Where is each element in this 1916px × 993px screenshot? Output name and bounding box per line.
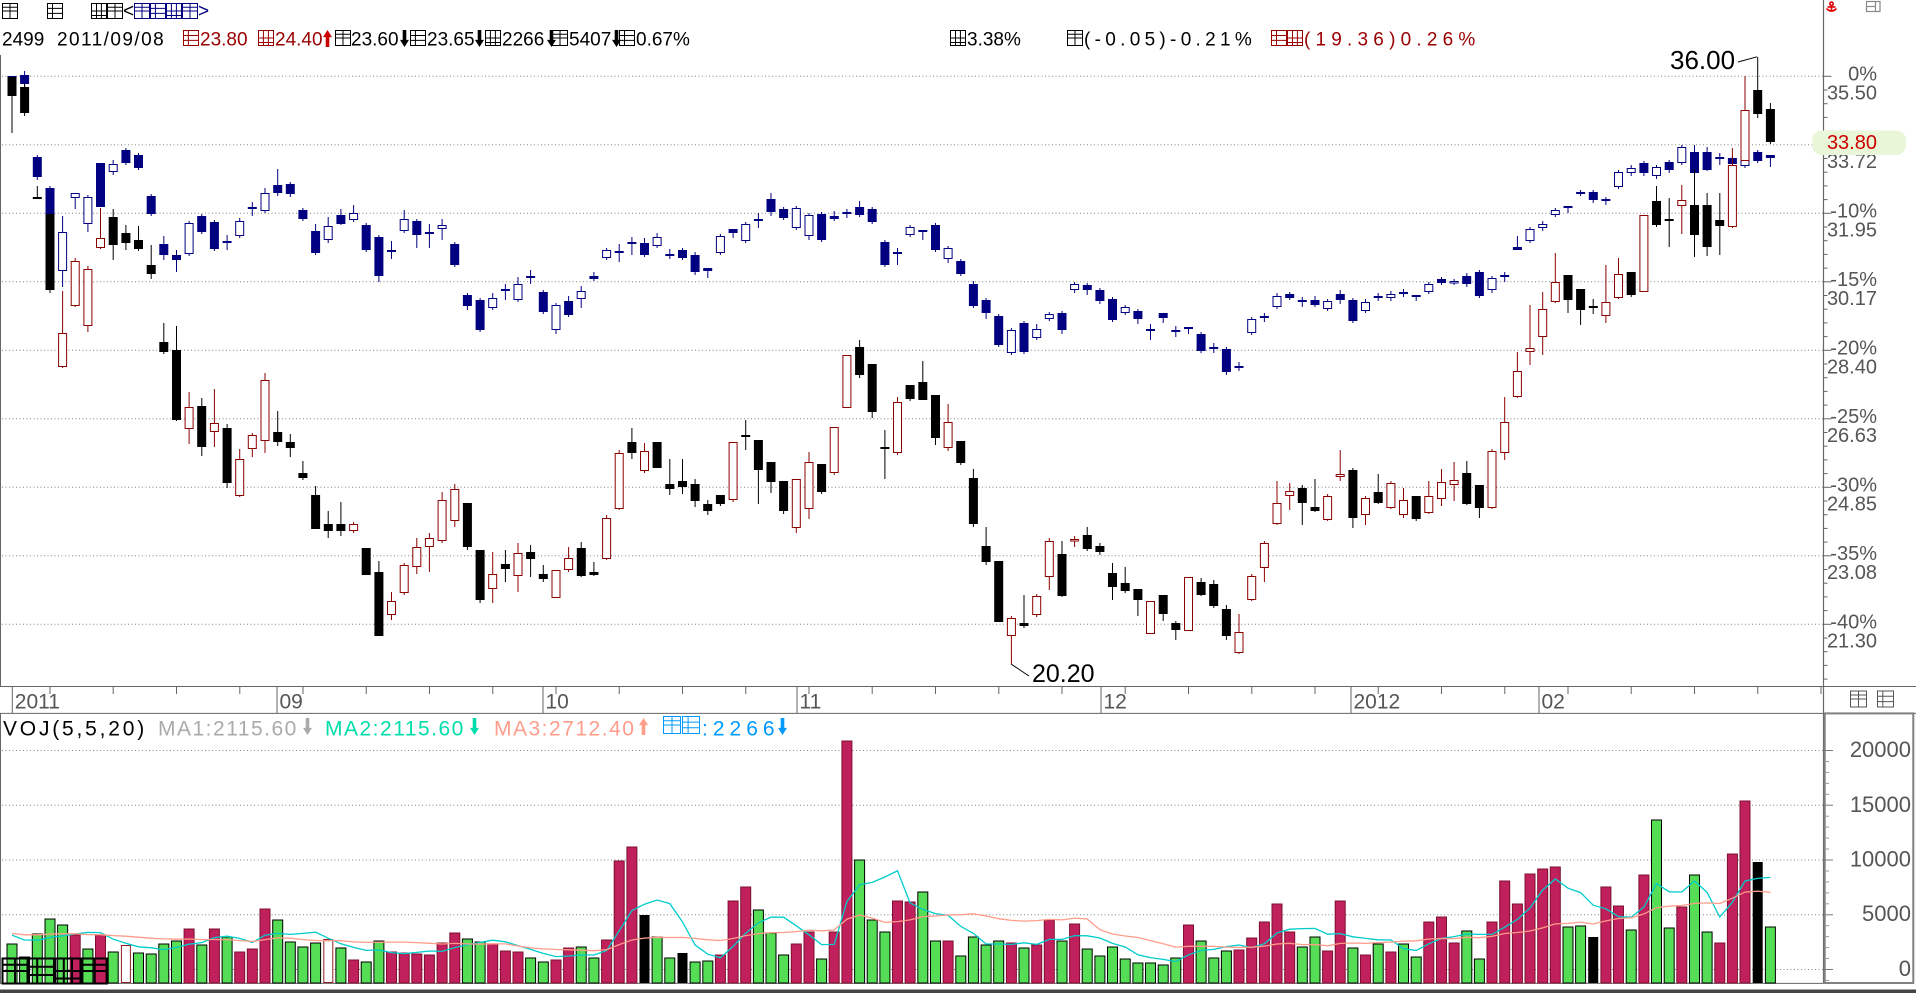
svg-text:2499: 2499 — [2, 30, 44, 51]
svg-text:35.50: 35.50 — [1827, 82, 1877, 104]
svg-text:(-0.05)-0.21%: (-0.05)-0.21% — [1084, 30, 1256, 51]
svg-text:11: 11 — [800, 691, 822, 714]
svg-text:MA3:2712.40: MA3:2712.40 — [494, 718, 635, 741]
svg-text:23.60: 23.60 — [351, 30, 399, 51]
svg-text:2011: 2011 — [15, 691, 60, 714]
svg-text:23.65: 23.65 — [427, 30, 475, 51]
svg-text:5407: 5407 — [569, 30, 611, 51]
svg-text:2011/09/08: 2011/09/08 — [57, 30, 165, 51]
svg-text::2266: :2266 — [702, 718, 780, 741]
svg-text:0: 0 — [1899, 956, 1911, 981]
svg-text:28.40: 28.40 — [1827, 356, 1877, 378]
svg-text:0.67%: 0.67% — [636, 30, 690, 51]
svg-text:24.85: 24.85 — [1827, 493, 1877, 515]
svg-text:12: 12 — [1104, 691, 1127, 714]
svg-text:0%: 0% — [1848, 63, 1877, 85]
svg-text:02: 02 — [1542, 691, 1565, 714]
svg-text:(19.36)0.26%: (19.36)0.26% — [1304, 30, 1480, 51]
svg-text:31.95: 31.95 — [1827, 219, 1877, 241]
svg-text:10000: 10000 — [1850, 847, 1911, 872]
svg-text:23.80: 23.80 — [200, 30, 248, 51]
svg-text:-25%: -25% — [1830, 406, 1877, 428]
svg-text:-35%: -35% — [1830, 543, 1877, 565]
svg-text:33.72: 33.72 — [1827, 151, 1877, 173]
svg-text:5000: 5000 — [1862, 901, 1911, 926]
svg-text:-10%: -10% — [1830, 200, 1877, 222]
svg-text:09: 09 — [280, 691, 303, 714]
svg-text:2266: 2266 — [502, 30, 544, 51]
svg-text:>: > — [198, 1, 209, 22]
svg-text:24.40: 24.40 — [275, 30, 323, 51]
svg-text:30.17: 30.17 — [1827, 288, 1877, 310]
svg-text:20.20: 20.20 — [1032, 660, 1095, 688]
svg-text:-30%: -30% — [1830, 474, 1877, 496]
svg-text:VOJ(5,5,20): VOJ(5,5,20) — [3, 718, 147, 741]
svg-text:36.00: 36.00 — [1670, 45, 1735, 75]
svg-text:2012: 2012 — [1354, 691, 1401, 714]
svg-text:23.08: 23.08 — [1827, 562, 1877, 584]
svg-text:33.80: 33.80 — [1827, 132, 1877, 154]
svg-text:3.38%: 3.38% — [967, 30, 1021, 51]
svg-text:<: < — [123, 1, 134, 22]
svg-text:10: 10 — [546, 691, 569, 714]
svg-text:-15%: -15% — [1830, 269, 1877, 291]
svg-text:20000: 20000 — [1850, 737, 1911, 762]
svg-text:MA1:2115.60: MA1:2115.60 — [158, 718, 298, 741]
svg-text:15000: 15000 — [1850, 792, 1911, 817]
svg-text:21.30: 21.30 — [1827, 630, 1877, 652]
svg-text:MA2:2115.60: MA2:2115.60 — [325, 718, 465, 741]
svg-text:26.63: 26.63 — [1827, 425, 1877, 447]
svg-text:-40%: -40% — [1830, 611, 1877, 633]
svg-text:-20%: -20% — [1830, 337, 1877, 359]
